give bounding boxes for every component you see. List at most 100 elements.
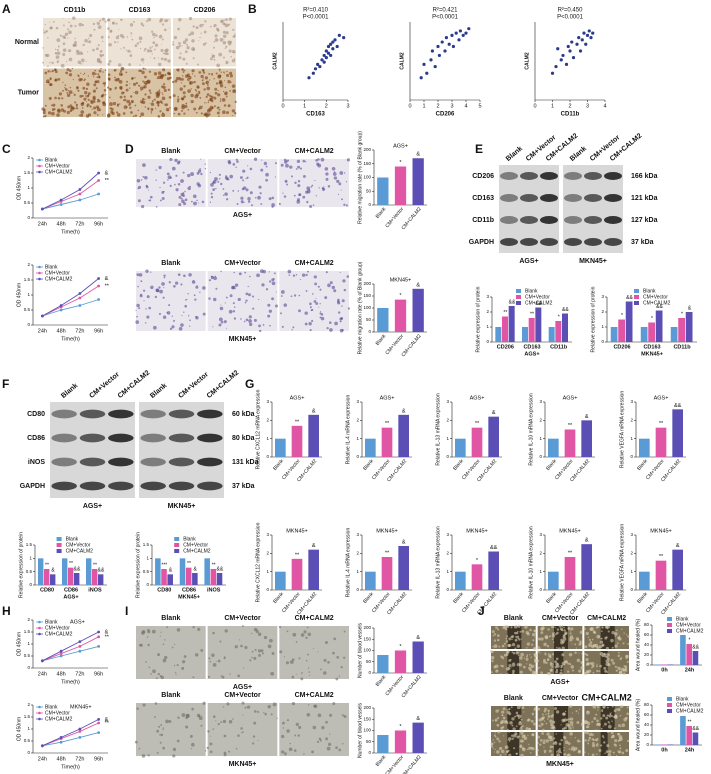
texture [217, 180, 220, 183]
texture [563, 718, 567, 722]
texture [74, 41, 77, 44]
y-tick-label: 2 [266, 551, 269, 556]
chart-title: AGS+ [380, 395, 395, 401]
texture [281, 721, 285, 725]
legend-label: CM+Vector [66, 542, 91, 548]
texture [505, 640, 509, 643]
texture [567, 625, 569, 627]
texture [343, 630, 346, 633]
texture [627, 643, 630, 645]
texture [141, 97, 145, 101]
texture [138, 747, 141, 750]
texture [505, 637, 508, 640]
texture [247, 165, 249, 167]
significance: & [105, 170, 109, 176]
texture [206, 746, 209, 750]
texture [263, 635, 268, 640]
band [520, 216, 538, 224]
texture [245, 188, 249, 192]
texture [95, 87, 98, 90]
point [587, 29, 591, 33]
texture [117, 77, 120, 80]
texture [599, 640, 604, 644]
texture [533, 658, 537, 662]
texture [163, 28, 167, 32]
texture [180, 283, 183, 286]
texture [175, 188, 179, 192]
texture [91, 108, 93, 110]
texture [523, 711, 525, 713]
texture [136, 315, 138, 318]
marker [59, 198, 63, 202]
texture [563, 747, 565, 749]
texture [222, 41, 227, 45]
point [335, 44, 339, 49]
size-label: 60 kDa [232, 411, 255, 418]
texture [526, 748, 529, 751]
texture [298, 725, 302, 729]
texture [257, 632, 262, 636]
texture [619, 747, 622, 750]
texture [200, 74, 204, 79]
texture [143, 62, 145, 64]
column-header: CM+CALM2 [295, 692, 334, 699]
texture [298, 657, 301, 660]
texture [265, 172, 269, 177]
texture [251, 295, 255, 298]
texture [559, 747, 561, 750]
marker [59, 304, 63, 307]
texture [552, 641, 555, 643]
texture [529, 653, 531, 656]
texture [247, 200, 251, 203]
texture [621, 723, 626, 728]
band [140, 433, 166, 443]
significance: ** [45, 562, 49, 568]
texture [300, 633, 305, 637]
texture [49, 26, 53, 30]
texture [80, 113, 84, 117]
texture [146, 49, 151, 53]
texture [119, 33, 124, 38]
texture [43, 108, 46, 112]
texture [625, 654, 629, 658]
texture [607, 630, 610, 633]
texture [159, 100, 163, 104]
texture [173, 35, 178, 40]
texture [74, 37, 76, 40]
texture [166, 172, 170, 176]
bar [686, 726, 692, 745]
texture [84, 38, 88, 43]
texture [173, 319, 175, 322]
texture [515, 651, 520, 655]
bar [655, 427, 667, 457]
texture [96, 107, 99, 109]
significance: & [585, 538, 589, 544]
micrograph [207, 626, 278, 679]
texture [167, 59, 171, 63]
bar [686, 644, 692, 665]
texture [215, 72, 218, 75]
texture [194, 88, 197, 91]
texture [218, 108, 221, 111]
texture [74, 101, 77, 104]
texture [88, 40, 92, 44]
texture [537, 741, 539, 744]
texture [601, 643, 605, 647]
legend-marker [38, 271, 41, 275]
texture [608, 714, 612, 718]
band-label: CD11b [472, 217, 494, 224]
texture [569, 727, 572, 730]
point [322, 53, 326, 58]
texture [329, 733, 331, 735]
texture [50, 111, 55, 116]
band [51, 481, 77, 491]
bar [161, 569, 167, 585]
texture [174, 643, 176, 646]
texture [580, 723, 584, 727]
bar [548, 438, 559, 457]
texture [184, 50, 188, 54]
texture [618, 744, 621, 747]
texture [536, 749, 539, 752]
caption: AGS+ [233, 684, 252, 691]
texture [543, 642, 547, 647]
